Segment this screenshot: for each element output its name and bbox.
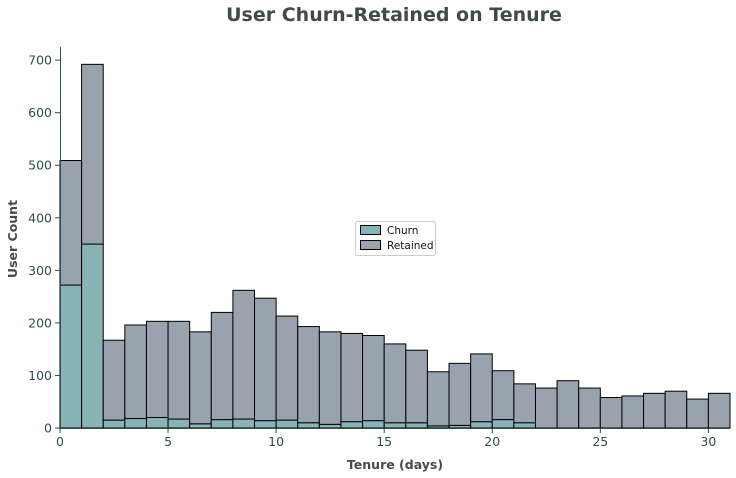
bar-churn-bin-4: [145, 416, 169, 429]
bar-churn-bin-6: [189, 423, 212, 429]
legend-swatch-churn: [360, 225, 381, 235]
legend-label-retained: Retained: [387, 240, 434, 252]
bar-churn-bin-0: [59, 284, 83, 429]
bar-churn-bin-13: [340, 421, 364, 429]
x-tick-label: 20: [484, 434, 500, 449]
y-tick-label: 500: [28, 158, 52, 173]
bar-retained-bin-16: [405, 349, 428, 424]
bar-retained-bin-2: [102, 339, 126, 421]
x-tick-label: 15: [376, 434, 392, 449]
bar-churn-bin-21: [513, 422, 536, 429]
bar-churn-bin-15: [383, 422, 407, 429]
bar-retained-bin-27: [643, 392, 666, 429]
bar-retained-bin-30: [707, 392, 731, 429]
x-tick-label: 10: [268, 434, 284, 449]
bar-retained-bin-25: [599, 397, 623, 429]
bar-retained-bin-21: [513, 383, 536, 424]
y-tick-label: 0: [44, 421, 52, 436]
bar-retained-bin-4: [145, 320, 169, 418]
bar-churn-bin-3: [124, 418, 147, 429]
y-ticks-layer: 0 100 200 300 400 500 600 700: [28, 53, 60, 436]
bar-retained-bin-13: [340, 332, 364, 423]
bar-churn-bin-12: [318, 423, 342, 429]
x-tick-label: 25: [592, 434, 608, 449]
bar-retained-bin-0: [59, 160, 83, 286]
chart-title: User Churn-Retained on Tenure: [226, 4, 562, 26]
bar-retained-bin-11: [297, 326, 320, 424]
bar-retained-bin-17: [426, 371, 450, 427]
bar-churn-bin-11: [297, 422, 320, 429]
y-tick-label: 300: [28, 263, 52, 278]
bar-retained-bin-26: [621, 395, 645, 429]
bar-churn-bin-9: [254, 420, 277, 429]
legend-label-churn: Churn: [387, 225, 418, 237]
bar-retained-bin-15: [383, 343, 407, 424]
bar-retained-bin-6: [189, 331, 212, 425]
bar-churn-bin-1: [81, 243, 104, 429]
bar-churn-bin-2: [102, 419, 126, 429]
bar-churn-bin-7: [210, 419, 234, 429]
bar-retained-bin-9: [254, 297, 277, 422]
bar-churn-bin-19: [470, 421, 493, 429]
bar-retained-bin-7: [210, 311, 234, 421]
legend: Churn Retained: [355, 221, 436, 256]
y-axis-label: User Count: [5, 200, 20, 278]
bar-retained-bin-24: [578, 387, 601, 429]
y-tick-label: 600: [28, 105, 52, 120]
x-axis-label: Tenure (days): [347, 457, 443, 472]
bar-retained-bin-19: [470, 353, 493, 423]
bar-churn-bin-10: [275, 419, 299, 429]
bar-retained-bin-18: [448, 362, 472, 426]
bars-layer: [59, 63, 731, 429]
y-tick-label: 700: [28, 53, 52, 68]
bar-churn-bin-14: [362, 420, 385, 429]
bar-retained-bin-5: [167, 320, 191, 420]
x-tick-label: 30: [700, 434, 716, 449]
legend-swatch-retained: [360, 240, 381, 250]
bar-churn-bin-16: [405, 422, 428, 429]
bar-retained-bin-12: [318, 331, 342, 425]
y-tick-label: 200: [28, 315, 52, 330]
y-tick-label: 400: [28, 210, 52, 225]
bar-retained-bin-20: [491, 370, 515, 421]
bar-retained-bin-28: [664, 390, 688, 429]
bar-retained-bin-22: [534, 387, 558, 429]
bar-churn-bin-20: [491, 419, 515, 429]
bar-retained-bin-23: [556, 380, 580, 429]
x-tick-label: 0: [56, 434, 64, 449]
bar-retained-bin-14: [362, 335, 385, 422]
bar-retained-bin-29: [686, 398, 709, 429]
bar-retained-bin-8: [232, 289, 256, 420]
bar-retained-bin-1: [81, 63, 104, 245]
y-tick-label: 100: [28, 368, 52, 383]
bar-retained-bin-3: [124, 324, 147, 420]
x-tick-label: 5: [164, 434, 172, 449]
bar-churn-bin-5: [167, 418, 191, 429]
bar-churn-bin-8: [232, 418, 256, 429]
bar-retained-bin-10: [275, 315, 299, 421]
x-ticks-layer: 0 5 10 15 20 25 30: [56, 428, 716, 449]
